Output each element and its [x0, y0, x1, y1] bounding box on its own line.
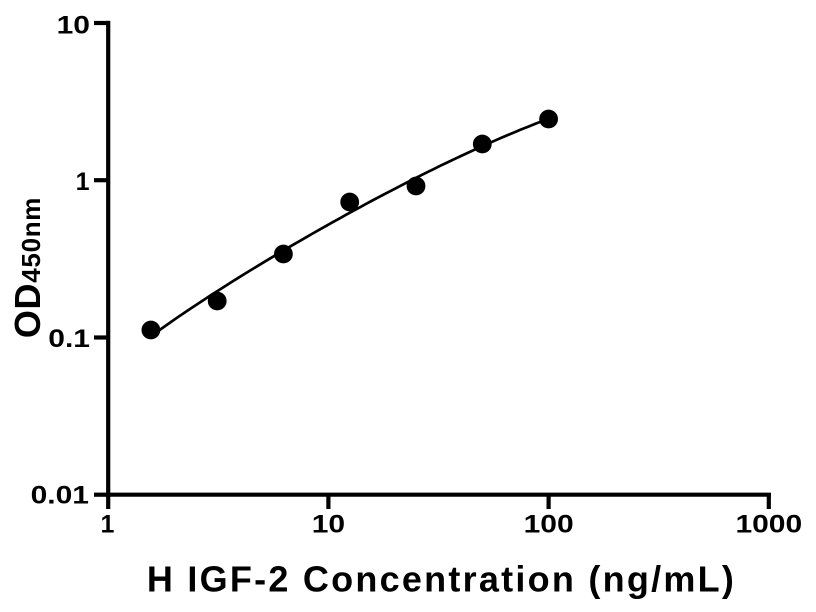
svg-text:10: 10 [312, 510, 345, 538]
svg-text:100: 100 [524, 510, 574, 538]
svg-text:0.1: 0.1 [48, 324, 90, 352]
svg-text:H IGF-2 Concentration (ng/mL): H IGF-2 Concentration (ng/mL) [147, 558, 736, 599]
svg-text:1: 1 [76, 168, 90, 196]
svg-text:0.01: 0.01 [31, 481, 89, 509]
svg-text:1000: 1000 [735, 510, 802, 538]
svg-text:1: 1 [101, 510, 115, 538]
svg-text:10: 10 [57, 11, 90, 39]
